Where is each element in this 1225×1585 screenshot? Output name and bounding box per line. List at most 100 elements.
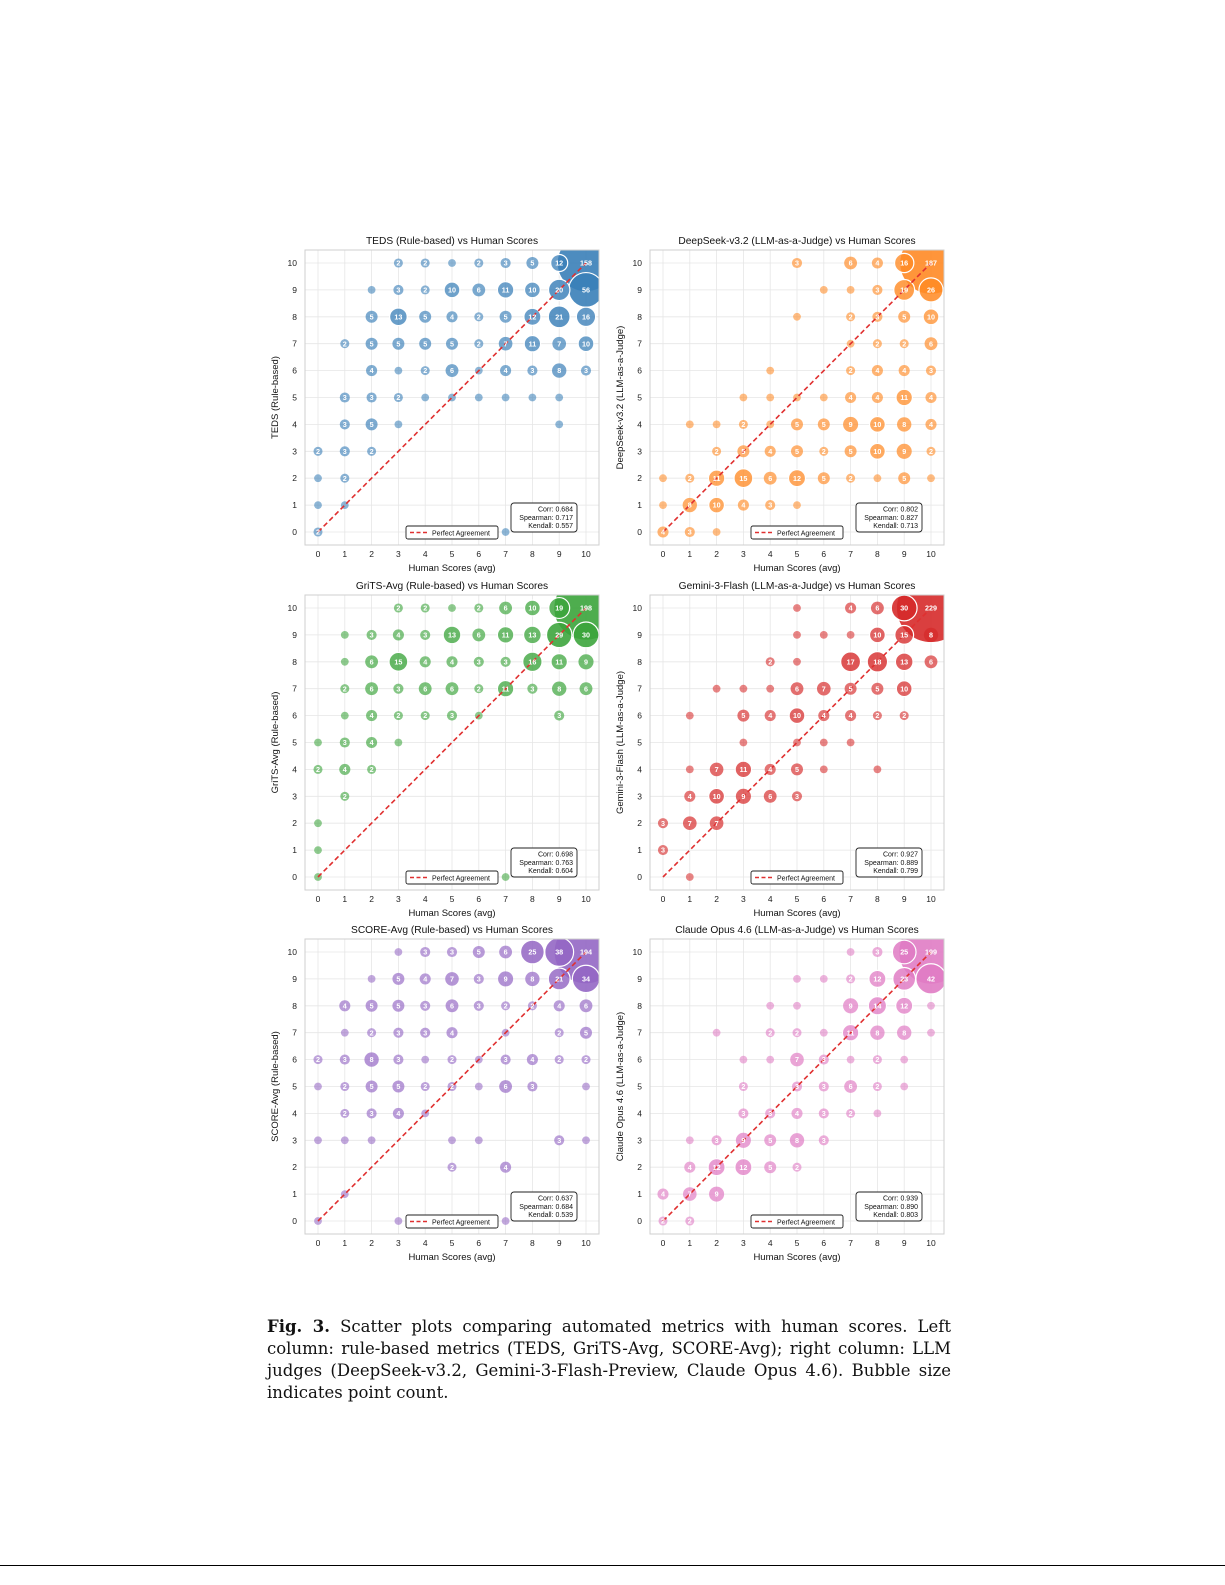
- bubble-point: [843, 998, 859, 1014]
- bubble-point: [366, 736, 378, 749]
- bubble-point: [922, 308, 940, 326]
- x-tick-label: 7: [503, 549, 508, 559]
- y-axis-label: SCORE-Avg (Rule-based): [270, 1031, 281, 1142]
- bubble-count-label: 20: [555, 286, 563, 295]
- bubble-count-label: 2: [396, 259, 400, 268]
- bubble-point: [473, 973, 484, 984]
- bubble-point: [367, 446, 377, 456]
- bubble-count-label: 198: [580, 604, 592, 613]
- bubble-point: [872, 1055, 882, 1065]
- bubble-point: [846, 948, 855, 956]
- bubble-point: [711, 1135, 722, 1146]
- bubble-point: [339, 392, 350, 403]
- bubble-count-label: 2: [477, 684, 481, 693]
- bubble-point: [578, 654, 594, 670]
- y-tick-label: 4: [292, 419, 297, 429]
- bubble-count-label: 3: [688, 528, 692, 537]
- x-tick-label: 8: [530, 1238, 535, 1248]
- bubble-count-label: 11: [847, 1028, 855, 1037]
- bubble-point: [419, 973, 431, 985]
- bubble-count-label: 2: [343, 792, 347, 801]
- x-tick-label: 2: [714, 549, 719, 559]
- bubble-point: [340, 791, 350, 801]
- bubble-point: [659, 474, 667, 483]
- y-tick-label: 0: [292, 872, 297, 882]
- bubble-count-label: 2: [849, 312, 853, 321]
- bubble-point: [575, 306, 597, 328]
- bubble-count-label: 16: [582, 312, 590, 321]
- bubble-point: [420, 1000, 431, 1011]
- bubble-point: [788, 707, 806, 725]
- bubble-point: [871, 682, 884, 695]
- bubble-point: [500, 365, 512, 377]
- bubble-point: [844, 1080, 858, 1093]
- bubble-count-label: 12: [713, 1163, 721, 1172]
- bubble-count-label: 11: [713, 474, 721, 483]
- bubble-count-label: 4: [370, 738, 374, 747]
- bubble-count-label: 3: [343, 447, 347, 456]
- bubble-point: [420, 285, 430, 295]
- y-tick-label: 8: [292, 1001, 297, 1011]
- bubble-count-label: 16: [528, 657, 536, 666]
- bubble-point: [340, 657, 349, 666]
- bubble-point: [790, 682, 804, 696]
- bubble-point: [392, 972, 405, 985]
- bubble-point: [792, 1028, 802, 1038]
- bubble-point: [392, 999, 405, 1012]
- stats-line: Spearman: 0.684: [519, 1204, 573, 1211]
- bubble-point: [554, 1055, 564, 1065]
- stats-line: Spearman: 0.890: [864, 1204, 918, 1211]
- legend-label: Perfect Agreement: [777, 875, 835, 882]
- plot-frame: [649, 249, 945, 546]
- x-tick-label: 5: [450, 549, 455, 559]
- x-tick-label: 10: [581, 549, 591, 559]
- bubble-point: [844, 256, 858, 270]
- bubble-point: [388, 307, 408, 327]
- bubble-point: [366, 629, 377, 640]
- bubble-count-label: 2: [902, 711, 906, 720]
- x-tick-label: 7: [848, 549, 853, 559]
- bubble-count-label: 3: [396, 1028, 400, 1037]
- y-tick-label: 9: [637, 974, 642, 984]
- legend: Perfect Agreement: [750, 525, 844, 540]
- bubble-point: [313, 764, 323, 774]
- bubble-point: [340, 711, 349, 720]
- bubble-point: [314, 1136, 322, 1145]
- bubble-count-label: 2: [741, 1082, 745, 1091]
- bubble-count-label: 2: [316, 1055, 320, 1064]
- bubble-point: [873, 765, 882, 774]
- bubble-count-label: 3: [875, 286, 879, 295]
- bubble-point: [819, 765, 828, 774]
- bubble-count-label: 13: [528, 631, 536, 640]
- bubble-count-label: 13: [900, 657, 908, 666]
- bubble-count-label: 9: [584, 657, 588, 666]
- bubble-count-label: 3: [768, 501, 772, 510]
- bubble-count-label: 5: [370, 420, 374, 429]
- x-tick-label: 4: [423, 894, 428, 904]
- bubble-count-label: 6: [875, 604, 879, 613]
- bubble-count-label: 2: [343, 339, 347, 348]
- y-tick-label: 1: [637, 845, 642, 855]
- bubble-count-label: 6: [450, 1001, 454, 1010]
- legend-box: [405, 525, 499, 540]
- bubble-point: [365, 682, 379, 696]
- bubble-point: [819, 446, 829, 456]
- bubble-point: [818, 1135, 829, 1146]
- bubble-point: [818, 1081, 829, 1092]
- bubble-point: [448, 259, 456, 267]
- legend-box: [405, 1214, 499, 1229]
- stats-line: Kendall: 0.713: [873, 523, 918, 530]
- bubble-point: [845, 602, 857, 614]
- bubble-count-label: 2: [396, 393, 400, 402]
- bubble-point: [339, 419, 350, 430]
- bubble-point: [501, 393, 510, 402]
- y-tick-label: 0: [292, 527, 297, 537]
- bubble-count-label: 8: [902, 420, 906, 429]
- legend-label: Perfect Agreement: [777, 530, 835, 537]
- bubble-point: [498, 971, 514, 987]
- perfect-agreement-line: [662, 951, 932, 1222]
- bubble-point: [420, 603, 430, 613]
